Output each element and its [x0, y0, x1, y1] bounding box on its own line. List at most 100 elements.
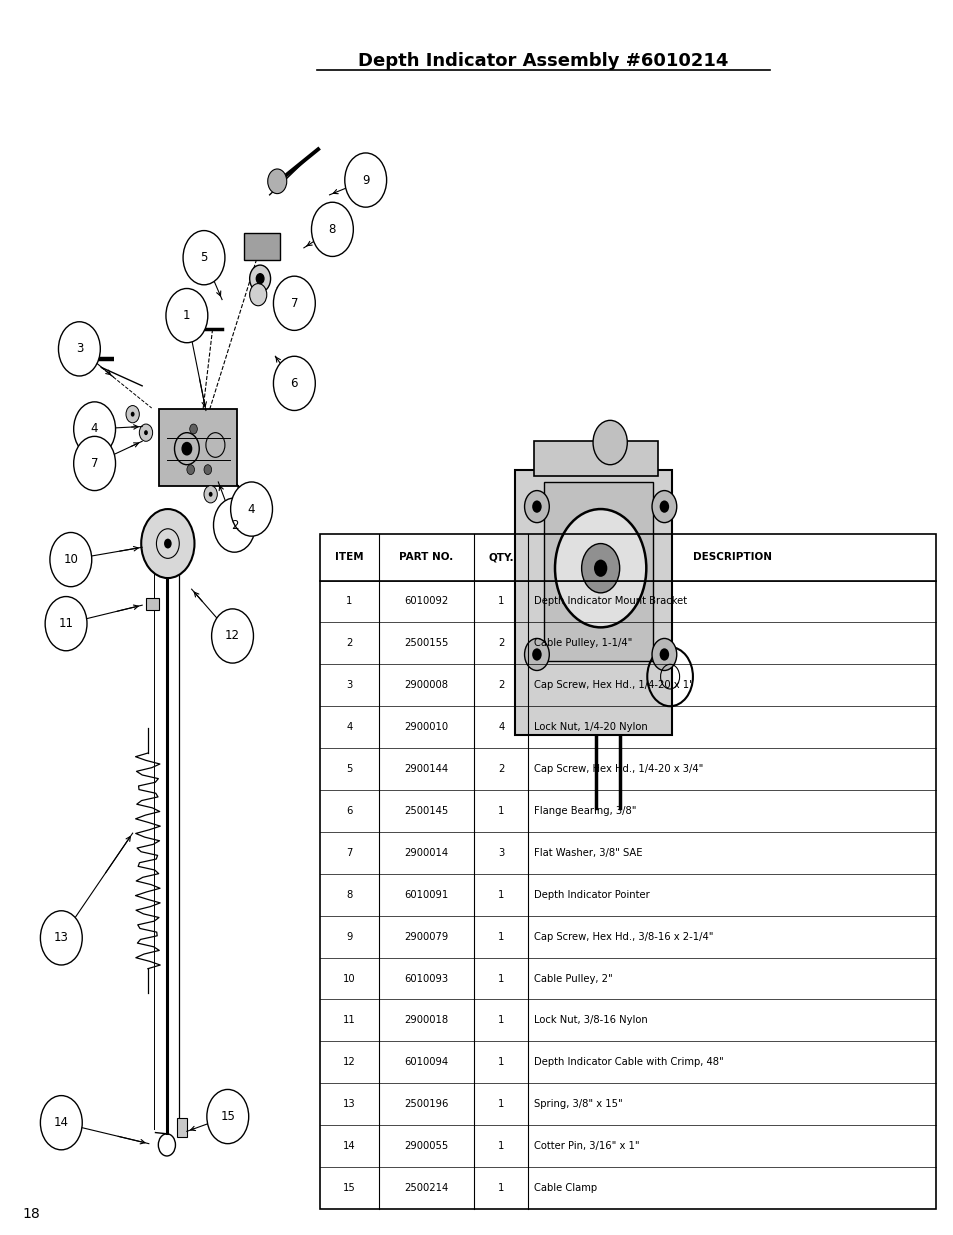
Circle shape [182, 442, 192, 454]
Circle shape [555, 509, 645, 627]
Circle shape [207, 1089, 249, 1144]
Text: Depth Indicator Mount Bracket: Depth Indicator Mount Bracket [534, 597, 686, 606]
Circle shape [50, 532, 91, 587]
Text: 4: 4 [346, 722, 352, 732]
Text: 1: 1 [497, 597, 504, 606]
Text: 2: 2 [497, 764, 504, 774]
Text: Cable Pulley, 2": Cable Pulley, 2" [534, 973, 612, 983]
Text: 1: 1 [346, 597, 353, 606]
Text: 9: 9 [346, 931, 353, 941]
Circle shape [344, 153, 386, 207]
Text: 2900010: 2900010 [404, 722, 448, 732]
Circle shape [226, 510, 230, 515]
Circle shape [58, 322, 100, 375]
Text: 10: 10 [343, 973, 355, 983]
FancyBboxPatch shape [515, 469, 671, 735]
Circle shape [659, 648, 668, 661]
Text: 2500214: 2500214 [404, 1183, 448, 1193]
Text: 2: 2 [497, 680, 504, 690]
Circle shape [651, 490, 676, 522]
FancyBboxPatch shape [159, 409, 237, 485]
Text: 4: 4 [91, 422, 98, 436]
Circle shape [250, 266, 271, 293]
Circle shape [532, 648, 541, 661]
Circle shape [131, 411, 134, 416]
Circle shape [213, 498, 255, 552]
Circle shape [651, 638, 676, 671]
Circle shape [256, 274, 264, 284]
Text: 2: 2 [346, 638, 353, 648]
Circle shape [312, 203, 353, 257]
Text: 5: 5 [200, 251, 208, 264]
Circle shape [212, 609, 253, 663]
Text: 6010094: 6010094 [404, 1057, 448, 1067]
Text: 6: 6 [346, 806, 353, 816]
Circle shape [204, 464, 212, 474]
Circle shape [73, 436, 115, 490]
Text: 15: 15 [342, 1183, 355, 1193]
Text: 15: 15 [220, 1110, 235, 1123]
Circle shape [73, 401, 115, 456]
Text: 4: 4 [497, 722, 504, 732]
Text: Flange Bearing, 3/8": Flange Bearing, 3/8" [534, 806, 636, 816]
Text: 6: 6 [291, 377, 297, 390]
Text: Cap Screw, Hex Hd., 1/4-20 x 3/4": Cap Screw, Hex Hd., 1/4-20 x 3/4" [534, 764, 702, 774]
Text: 2500196: 2500196 [404, 1099, 448, 1109]
Text: 11: 11 [58, 618, 73, 630]
Text: Cable Clamp: Cable Clamp [534, 1183, 597, 1193]
Circle shape [524, 490, 549, 522]
Text: 6010093: 6010093 [404, 973, 448, 983]
Text: 18: 18 [22, 1208, 40, 1221]
Text: 6010092: 6010092 [404, 597, 448, 606]
Text: QTY.: QTY. [488, 552, 514, 562]
Circle shape [221, 504, 234, 521]
Circle shape [231, 482, 273, 536]
Text: 1: 1 [497, 806, 504, 816]
Circle shape [144, 430, 148, 435]
Text: 1: 1 [497, 1099, 504, 1109]
Text: 8: 8 [346, 889, 352, 900]
Text: Depth Indicator Assembly #6010214: Depth Indicator Assembly #6010214 [358, 52, 728, 69]
Text: 2500155: 2500155 [404, 638, 448, 648]
Circle shape [524, 638, 549, 671]
Text: 14: 14 [343, 1141, 355, 1151]
Text: 13: 13 [53, 931, 69, 945]
Text: Lock Nut, 3/8-16 Nylon: Lock Nut, 3/8-16 Nylon [534, 1015, 647, 1025]
Text: 2900144: 2900144 [404, 764, 448, 774]
FancyBboxPatch shape [244, 233, 280, 261]
Text: 1: 1 [497, 1141, 504, 1151]
Text: Cap Screw, Hex Hd., 1/4-20 x 1": Cap Screw, Hex Hd., 1/4-20 x 1" [534, 680, 693, 690]
Circle shape [164, 538, 172, 548]
FancyBboxPatch shape [543, 482, 652, 661]
Text: PART NO.: PART NO. [399, 552, 453, 562]
Circle shape [594, 559, 607, 577]
Text: 7: 7 [291, 296, 297, 310]
Circle shape [581, 543, 619, 593]
FancyBboxPatch shape [146, 598, 159, 610]
Circle shape [268, 169, 287, 194]
FancyBboxPatch shape [534, 441, 657, 475]
Circle shape [250, 284, 267, 306]
Text: 9: 9 [361, 174, 369, 186]
Text: DESCRIPTION: DESCRIPTION [692, 552, 771, 562]
Text: 2500145: 2500145 [404, 806, 448, 816]
Text: 3: 3 [75, 342, 83, 356]
Circle shape [593, 420, 627, 464]
Text: 2: 2 [231, 519, 238, 531]
Text: 4: 4 [248, 503, 255, 515]
Text: 2900014: 2900014 [404, 848, 448, 858]
Text: 2900008: 2900008 [404, 680, 448, 690]
FancyBboxPatch shape [177, 1118, 187, 1137]
Text: 7: 7 [91, 457, 98, 471]
Circle shape [166, 289, 208, 343]
Text: 1: 1 [497, 931, 504, 941]
Text: 1: 1 [497, 973, 504, 983]
Text: Spring, 3/8" x 15": Spring, 3/8" x 15" [534, 1099, 622, 1109]
Text: 13: 13 [343, 1099, 355, 1109]
Circle shape [187, 464, 194, 474]
Text: Lock Nut, 1/4-20 Nylon: Lock Nut, 1/4-20 Nylon [534, 722, 647, 732]
Text: 6010091: 6010091 [404, 889, 448, 900]
Text: Cap Screw, Hex Hd., 3/8-16 x 2-1/4": Cap Screw, Hex Hd., 3/8-16 x 2-1/4" [534, 931, 713, 941]
Circle shape [183, 231, 225, 285]
Text: 12: 12 [342, 1057, 355, 1067]
